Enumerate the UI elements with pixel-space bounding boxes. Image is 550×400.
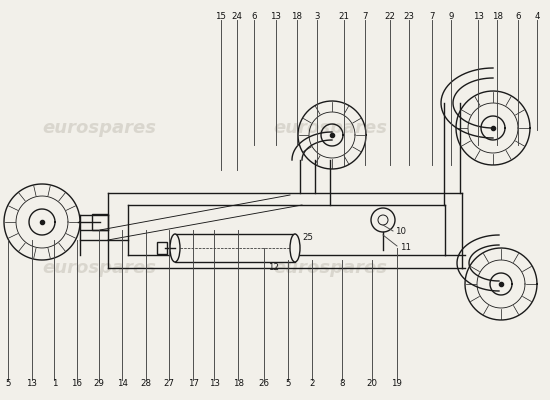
Ellipse shape	[170, 234, 180, 262]
Text: eurospares: eurospares	[273, 259, 387, 277]
Bar	[175, 234, 295, 262]
Text: 10: 10	[395, 228, 406, 236]
Ellipse shape	[290, 234, 300, 262]
Text: 13: 13	[472, 12, 483, 21]
Text: 7: 7	[429, 12, 434, 21]
Text: 6: 6	[251, 12, 257, 21]
Text: 11: 11	[400, 244, 411, 252]
Text: 18: 18	[233, 379, 244, 388]
Text: 14: 14	[117, 379, 128, 388]
Text: 13: 13	[209, 379, 220, 388]
Text: eurospares: eurospares	[42, 119, 156, 137]
Text: 22: 22	[384, 12, 395, 21]
Text: 16: 16	[72, 379, 82, 388]
Text: 9: 9	[448, 12, 454, 21]
Text: 18: 18	[291, 12, 302, 21]
Text: 21: 21	[338, 12, 349, 21]
Text: 7: 7	[362, 12, 368, 21]
Text: 28: 28	[141, 379, 152, 388]
Text: 24: 24	[231, 12, 242, 21]
Bar	[92, 214, 108, 230]
Text: 18: 18	[492, 12, 503, 21]
Text: 25: 25	[302, 234, 313, 242]
Text: 5: 5	[285, 379, 290, 388]
Bar	[157, 242, 167, 254]
Circle shape	[371, 208, 395, 232]
Text: 5: 5	[6, 379, 11, 388]
Text: 13: 13	[270, 12, 281, 21]
Text: 2: 2	[309, 379, 315, 388]
Text: 13: 13	[26, 379, 37, 388]
Text: 29: 29	[94, 379, 104, 388]
Text: 15: 15	[215, 12, 226, 21]
Text: 26: 26	[258, 379, 270, 388]
Text: 6: 6	[515, 12, 521, 21]
Text: eurospares: eurospares	[273, 119, 387, 137]
Text: 19: 19	[391, 379, 402, 388]
Text: 12: 12	[268, 264, 279, 272]
Text: 20: 20	[366, 379, 377, 388]
Text: 3: 3	[315, 12, 320, 21]
Text: 17: 17	[188, 379, 199, 388]
Text: 27: 27	[163, 379, 174, 388]
Text: eurospares: eurospares	[42, 259, 156, 277]
Text: 4: 4	[535, 12, 540, 21]
Text: 23: 23	[404, 12, 415, 21]
Text: 8: 8	[339, 379, 345, 388]
Text: 1: 1	[52, 379, 57, 388]
